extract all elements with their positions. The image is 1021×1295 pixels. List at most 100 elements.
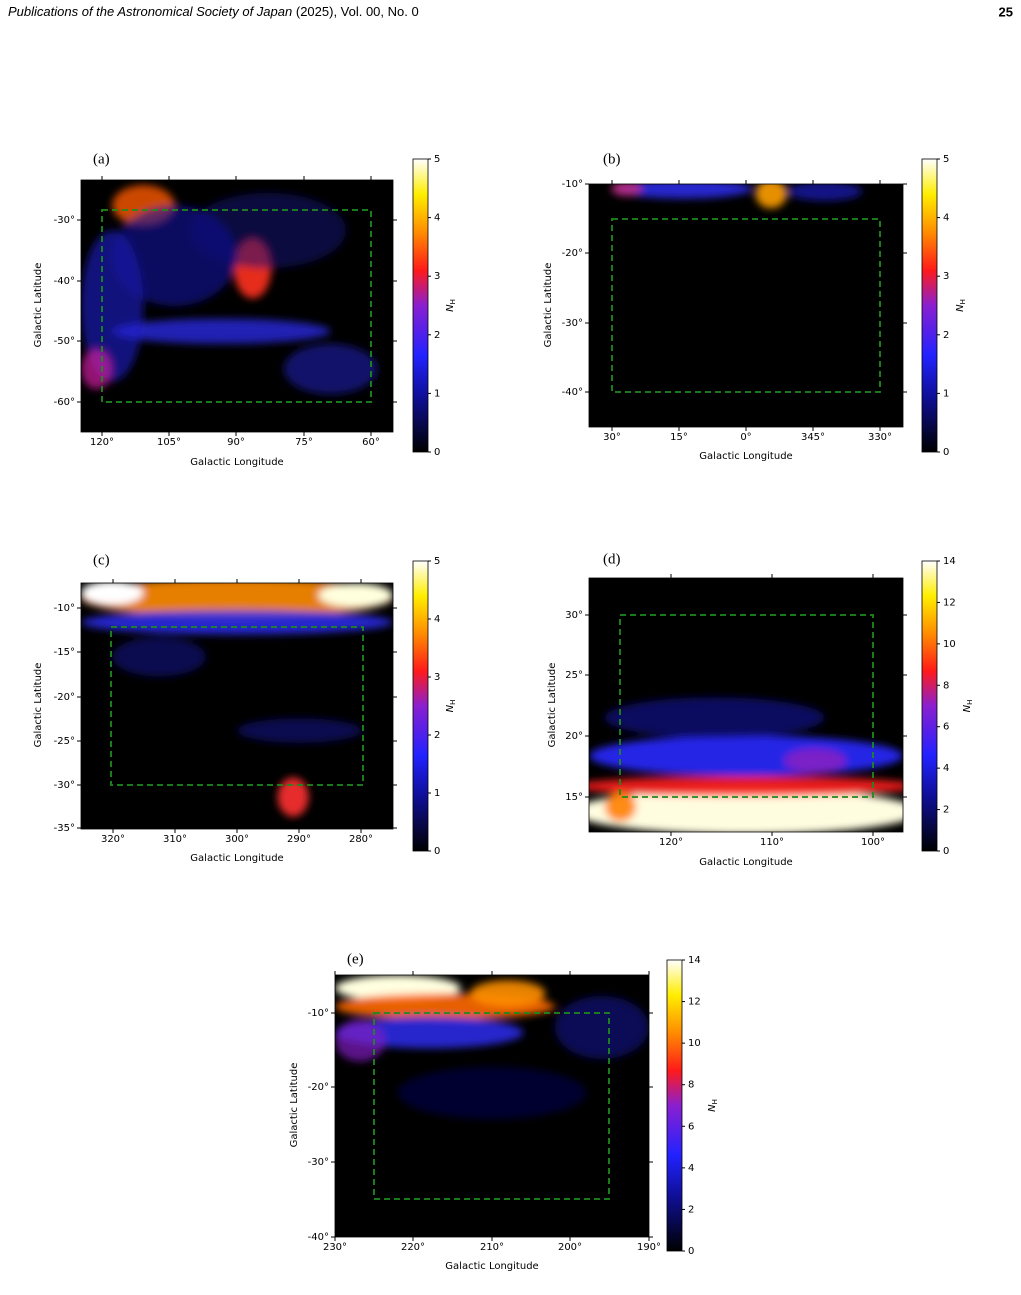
colorbar-tick-label: 1 [434, 388, 440, 399]
y-tick-label: -20° [308, 1082, 329, 1093]
emission-blur [610, 184, 863, 209]
nh-symbol: N [955, 304, 966, 312]
colorbar-label: NH [445, 299, 457, 312]
colorbar-tick-label: 2 [688, 1204, 694, 1215]
colorbar-tick-label: 4 [943, 213, 949, 224]
emission [81, 610, 393, 635]
emission [81, 583, 144, 606]
colorbar-tick-label: 10 [943, 639, 956, 650]
colorbar-tick-label: 8 [943, 680, 949, 691]
colorbar-tick-label: 4 [943, 763, 949, 774]
colorbar-label: NH [962, 700, 974, 713]
colorbar-tick-label: 10 [688, 1038, 701, 1049]
emission-blobs [610, 184, 863, 209]
x-tick-label: 90° [227, 437, 245, 448]
map-panel: (d) 120° 110° 100° 30° 25° 20° 15° Galactic Long… [547, 551, 974, 868]
emission [589, 788, 903, 832]
emission [786, 184, 863, 202]
emission [190, 192, 347, 269]
y-axis-label: Galactic Latitude [33, 263, 44, 348]
y-tick-label: -25° [54, 736, 75, 747]
colorbar-tick-label: 0 [434, 447, 440, 458]
x-tick-label: 220° [401, 1242, 425, 1253]
emission-blobs [81, 185, 378, 395]
nh-symbol: N [445, 304, 456, 312]
colorbar-tick-label: 0 [688, 1246, 694, 1257]
emission [589, 776, 903, 797]
colorbar-label: NH [955, 299, 967, 312]
x-tick-label: 345° [801, 432, 825, 443]
x-tick-label: 330° [868, 432, 892, 443]
map-panel: (b) 30° 15° 0° 345° 330° -10° -20° -30° -40° Galac… [543, 151, 967, 462]
emission [112, 318, 331, 344]
page-number: 25 [999, 4, 1013, 19]
colorbar-tick-label: 6 [943, 722, 949, 733]
x-tick-label: 120° [659, 837, 683, 848]
emission [335, 1019, 386, 1062]
colorbar-tick-label: 5 [943, 154, 949, 165]
emission-blobs [81, 583, 393, 817]
colorbar-tick-label: 0 [434, 846, 440, 857]
colorbar [666, 959, 683, 1252]
x-tick-label: 280° [349, 834, 373, 845]
nh-subscript: H [449, 700, 457, 705]
x-tick-label: 60° [362, 437, 380, 448]
colorbar-tick-label: 12 [688, 997, 701, 1008]
emission-blur [81, 185, 378, 395]
x-axis-label: Galactic Longitude [445, 1261, 538, 1272]
x-tick-label: 15° [670, 432, 688, 443]
nh-symbol: N [445, 704, 456, 712]
x-tick-label: 290° [287, 834, 311, 845]
map-background [589, 184, 903, 427]
y-tick-label: -35° [54, 823, 75, 834]
colorbar-tick-label: 14 [943, 556, 956, 567]
nh-symbol: N [962, 704, 973, 712]
y-tick-label: -10° [54, 603, 75, 614]
panel-label: (e) [347, 951, 364, 967]
x-axis-label: Galactic Longitude [699, 857, 792, 868]
x-tick-label: 0° [740, 432, 751, 443]
y-tick-label: -50° [54, 336, 75, 347]
map-panel: (a) 120° 105° 90° 75° 60° -30° -40° -50° -60° Gala… [33, 151, 457, 468]
running-header: Publications of the Astronomical Society… [8, 4, 419, 19]
x-axis-label: Galactic Longitude [190, 853, 283, 864]
colorbar-tick-label: 6 [688, 1121, 694, 1132]
y-tick-label: -40° [562, 387, 583, 398]
x-tick-label: 105° [157, 437, 181, 448]
x-tick-label: 320° [101, 834, 125, 845]
emission-blur [589, 697, 903, 832]
colorbar-tick-label: 2 [943, 805, 949, 816]
panel-label: (d) [603, 551, 621, 567]
colorbar-tick-label: 8 [688, 1080, 694, 1091]
x-tick-label: 210° [480, 1242, 504, 1253]
issue: (2025), Vol. 00, No. 0 [296, 4, 419, 19]
region-box [611, 218, 881, 393]
colorbar-tick-label: 3 [434, 271, 440, 282]
x-tick-label: 230° [323, 1242, 347, 1253]
colorbar [921, 158, 938, 453]
colorbar-tick-label: 14 [688, 955, 701, 966]
emission [614, 184, 753, 199]
colorbar [412, 158, 429, 453]
y-axis-label: Galactic Latitude [33, 663, 44, 748]
x-axis-label: Galactic Longitude [190, 457, 283, 468]
x-tick-label: 30° [603, 432, 621, 443]
y-tick-label: -30° [54, 215, 75, 226]
y-tick-label: 25° [565, 670, 583, 681]
colorbar-tick-label: 3 [943, 271, 949, 282]
y-tick-label: -20° [562, 248, 583, 259]
colorbar-label: NH [445, 700, 457, 713]
y-tick-label: -60° [54, 397, 75, 408]
colorbar [921, 560, 938, 852]
colorbar-tick-label: 1 [434, 788, 440, 799]
y-tick-label: -30° [562, 318, 583, 329]
colorbar-tick-label: 2 [434, 330, 440, 341]
emission [283, 343, 378, 395]
emission [81, 583, 393, 618]
colorbar-tick-label: 5 [434, 154, 440, 165]
y-tick-label: -10° [562, 179, 583, 190]
colorbar-tick-label: 4 [434, 614, 440, 625]
colorbar [412, 560, 429, 852]
map-panel: (c) 320° 310° 300° 290° 280° -10° -15° -20° -25° -… [33, 552, 457, 864]
journal-name: Publications of the Astronomical Society… [8, 4, 292, 19]
